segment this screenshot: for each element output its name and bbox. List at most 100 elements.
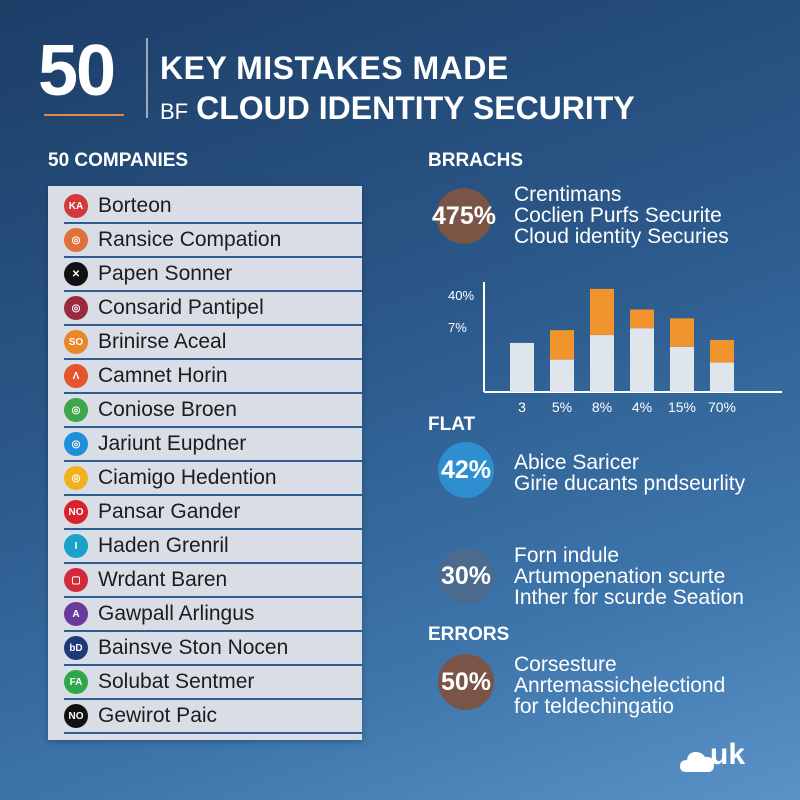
company-name: Gawpall Arlingus: [98, 602, 255, 625]
chart-bar-base: [710, 362, 734, 392]
company-row: KA Borteon: [64, 190, 362, 224]
flat-line: Girie ducants pndseurlity: [514, 472, 746, 495]
middle-percent: 30%: [440, 561, 492, 590]
chart-x-tick-label: 8%: [592, 399, 612, 415]
company-name: Ransice Compation: [98, 228, 282, 251]
chart-x-tick-label: 5%: [552, 399, 572, 415]
bar-chart: 40% 7% 3 5% 8% 4% 15% 70%: [448, 282, 782, 415]
breaches-percent-circle: 475%: [432, 188, 496, 244]
company-logo-icon: Λ: [64, 364, 88, 388]
company-row: A Gawpall Arlingus: [64, 598, 362, 632]
middle-line: Forn indule: [514, 544, 620, 567]
company-row: ▢ Wrdant Baren: [64, 564, 362, 598]
company-row: NO Pansar Gander: [64, 496, 362, 530]
number-underline: [44, 114, 124, 116]
chart-bar-top: [630, 309, 654, 329]
chart-x-tick-label: 70%: [708, 399, 736, 415]
company-row: ◎ Ciamigo Hedention: [64, 462, 362, 496]
chart-y-tick-label: 7%: [448, 320, 467, 335]
chart-bar-base: [510, 342, 534, 392]
breaches-heading: BRRACHS: [428, 150, 523, 171]
breaches-percent: 475%: [432, 201, 496, 230]
brand-logo-text: uk: [710, 738, 746, 771]
company-name: Brinirse Aceal: [98, 330, 227, 353]
chart-bar-top: [550, 330, 574, 360]
chart-bar-base: [630, 328, 654, 392]
company-logo-icon: A: [64, 602, 88, 626]
company-row: ◎ Consarid Pantipel: [64, 292, 362, 326]
company-logo-icon: bD: [64, 636, 88, 660]
chart-bar-top: [590, 288, 614, 336]
title-divider: [146, 38, 148, 118]
company-row: Λ Camnet Horin: [64, 360, 362, 394]
cloud-icon: [680, 752, 714, 772]
company-row: I Haden Grenril: [64, 530, 362, 564]
company-logo-icon: ◎: [64, 296, 88, 320]
breaches-line: Cloud identity Securies: [514, 225, 729, 248]
breaches-line: Coclien Purfs Securite: [514, 204, 722, 227]
title-line-1: KEY MISTAKES MADE: [160, 50, 509, 86]
company-name: Coniose Broen: [98, 398, 237, 421]
company-row: ✕ Papen Sonner: [64, 258, 362, 292]
company-logo-icon: ◎: [64, 228, 88, 252]
company-name: Jariunt Eupdner: [98, 432, 247, 455]
company-row: SO Brinirse Aceal: [64, 326, 362, 360]
company-row: bD Bainsve Ston Nocen: [64, 632, 362, 666]
company-logo-icon: ▢: [64, 568, 88, 592]
flat-percent: 42%: [440, 455, 492, 484]
company-name: Haden Grenril: [98, 534, 229, 557]
middle-line: Inther for scurde Seation: [514, 586, 744, 609]
big-number: 50: [38, 31, 116, 111]
errors-percent-circle: 50%: [438, 654, 494, 710]
company-name: Pansar Gander: [98, 500, 241, 523]
company-row: FA Solubat Sentmer: [64, 666, 362, 700]
company-name: Consarid Pantipel: [98, 296, 264, 319]
company-name: Papen Sonner: [98, 262, 233, 285]
company-row: ◎ Ransice Compation: [64, 224, 362, 258]
chart-bar-top: [710, 339, 734, 363]
company-name: Borteon: [98, 194, 172, 217]
company-logo-icon: ✕: [64, 262, 88, 286]
flat-heading: FLAT: [428, 414, 476, 435]
errors-text: Corsesture Anrtemassichelectiond for tel…: [514, 654, 725, 717]
company-logo-icon: NO: [64, 500, 88, 524]
middle-line: Artumopenation scurte: [514, 565, 726, 588]
breaches-text: Crentimans Coclien Purfs Securite Cloud …: [514, 184, 729, 247]
company-logo-icon: FA: [64, 670, 88, 694]
breaches-line: Crentimans: [514, 183, 622, 206]
flat-text: Abice Saricer Girie ducants pndseurlity: [514, 452, 745, 494]
errors-line: Anrtemassichelectiond: [514, 674, 726, 697]
middle-percent-circle: 30%: [438, 548, 494, 604]
company-row: ◎ Coniose Broen: [64, 394, 362, 428]
errors-line: for teldechingatio: [514, 695, 674, 718]
middle-text: Forn indule Artumopenation scurte Inther…: [514, 545, 744, 608]
chart-x-tick-label: 3: [518, 399, 526, 415]
chart-x-tick-label: 15%: [668, 399, 696, 415]
chart-x-tick-label: 4%: [632, 399, 652, 415]
company-name: Wrdant Baren: [98, 568, 228, 591]
errors-heading: ERRORS: [428, 624, 510, 645]
errors-line: Corsesture: [514, 653, 617, 676]
company-logo-icon: SO: [64, 330, 88, 354]
flat-percent-circle: 42%: [438, 442, 494, 498]
company-name: Camnet Horin: [98, 364, 228, 387]
company-row: ◎ Jariunt Eupdner: [64, 428, 362, 462]
title-line-2-text: CLOUD IDENTITY SECURITY: [196, 90, 635, 126]
company-logo-icon: I: [64, 534, 88, 558]
chart-bar-base: [550, 359, 574, 392]
company-logo-icon: ◎: [64, 432, 88, 456]
companies-heading: 50 COMPANIES: [48, 150, 189, 171]
errors-percent: 50%: [440, 667, 492, 696]
title-line-2: BF CLOUD IDENTITY SECURITY: [160, 90, 635, 127]
company-name: Bainsve Ston Nocen: [98, 636, 289, 659]
chart-bar-base: [670, 346, 694, 392]
company-logo-icon: ◎: [64, 398, 88, 422]
company-logo-icon: NO: [64, 704, 88, 728]
title-line-2-prefix: BF: [160, 99, 189, 124]
companies-panel: KA Borteon ◎ Ransice Compation ✕ Papen Sonner…: [48, 186, 362, 740]
chart-bar-base: [590, 335, 614, 392]
company-name: Gewirot Paic: [98, 704, 218, 727]
company-name: Solubat Sentmer: [98, 670, 255, 693]
company-row: NO Gewirot Paic: [64, 700, 362, 734]
chart-y-tick-label: 40%: [448, 288, 474, 303]
